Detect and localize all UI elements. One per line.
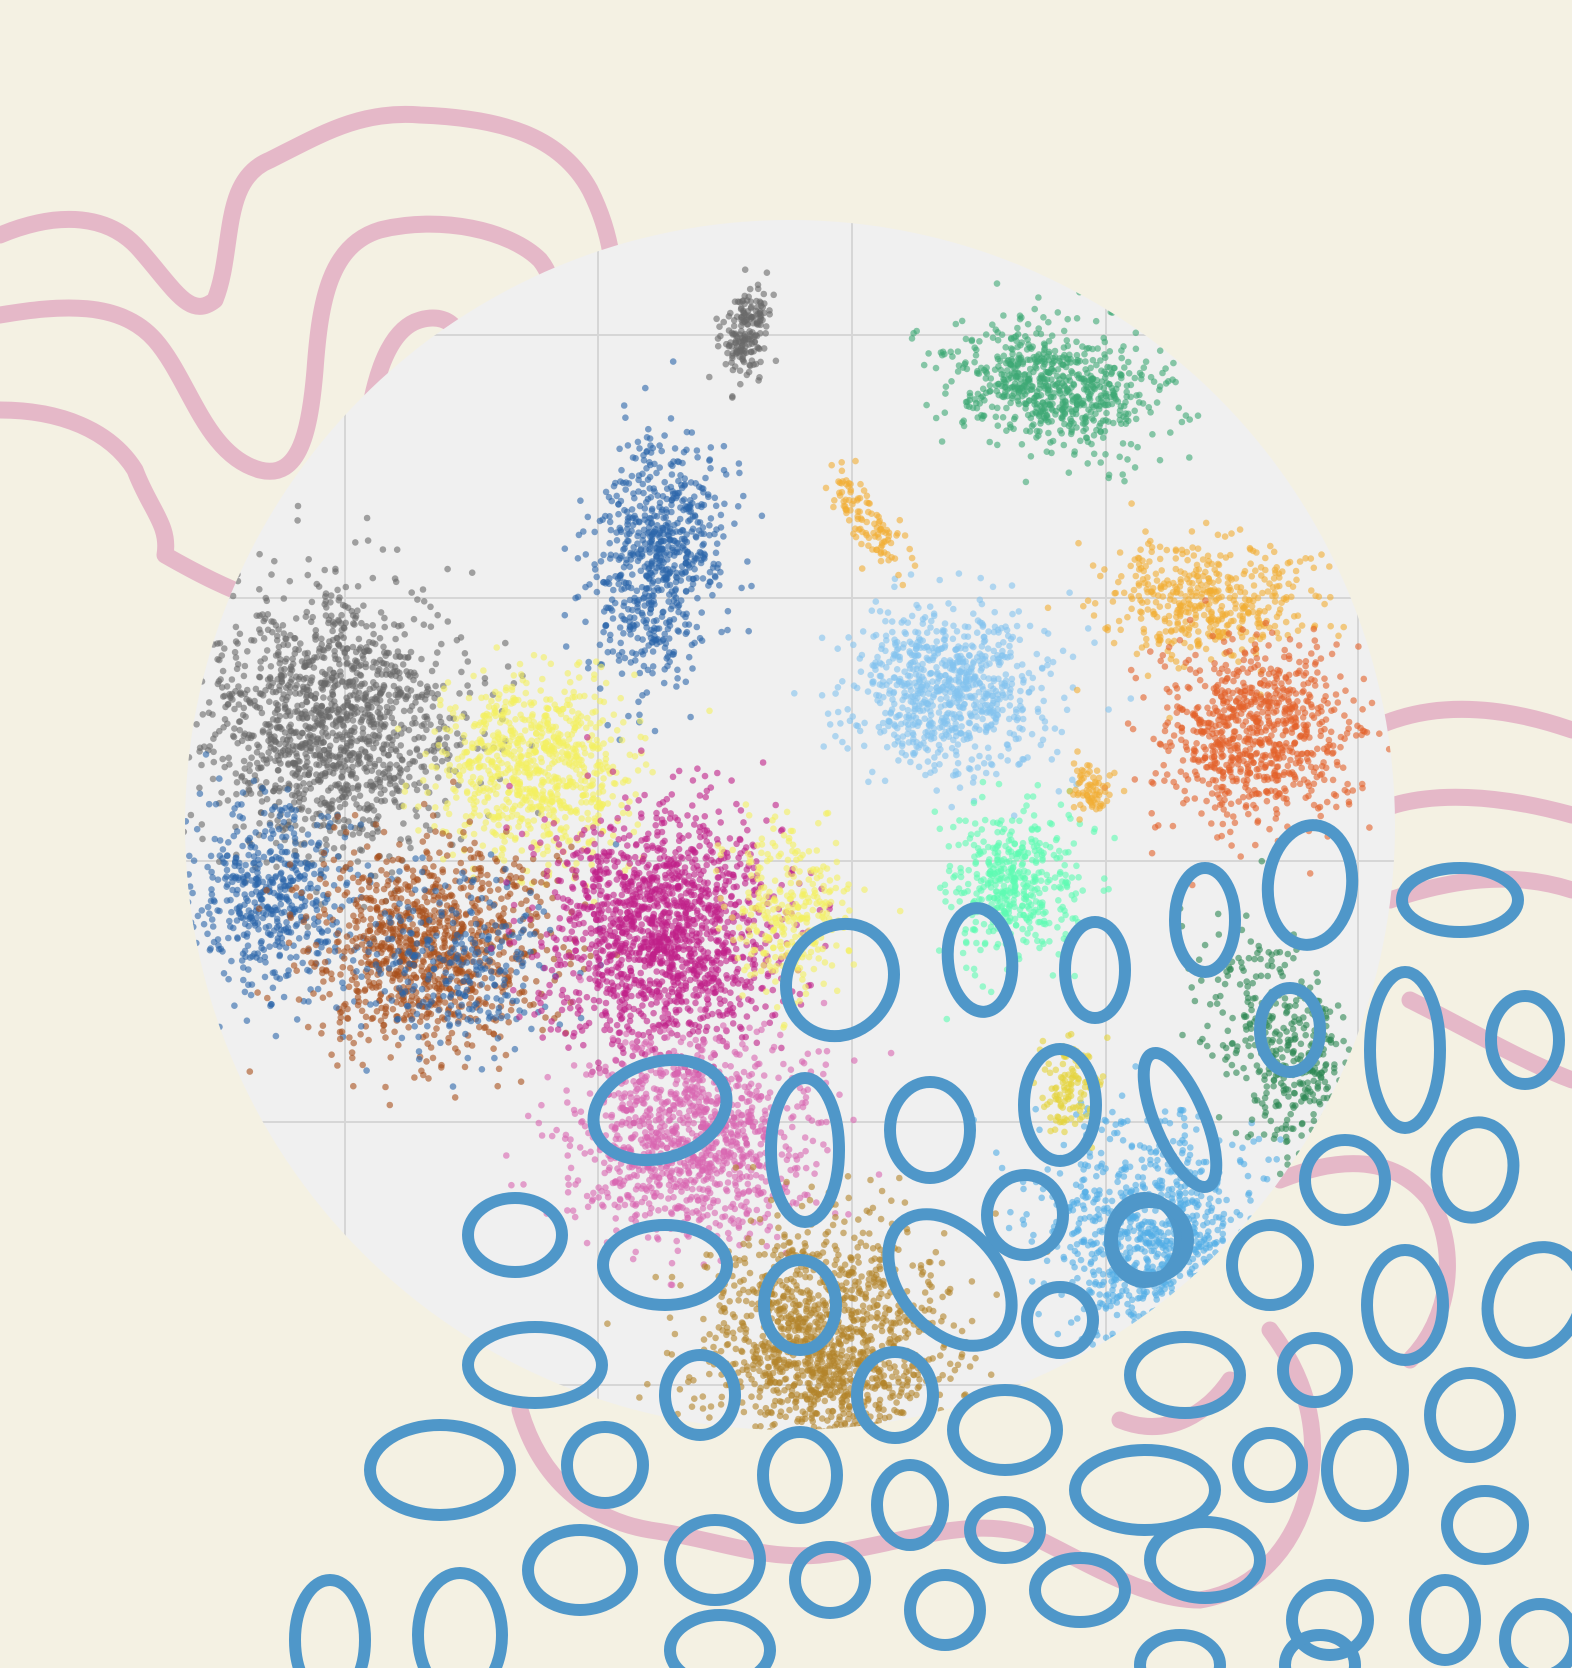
blue-ring-16: [1430, 1116, 1520, 1224]
blue-ring-41: [1321, 1418, 1409, 1522]
blue-ring-11: [765, 1072, 845, 1228]
blue-ring-5: [1261, 819, 1359, 951]
blue-ring-38: [964, 1496, 1046, 1564]
blue-ring-28: [851, 1346, 939, 1444]
blue-ring-33: [947, 1384, 1063, 1476]
pink-squiggle-3: [0, 401, 269, 609]
blue-ring-46: [1029, 1552, 1131, 1628]
blue-ring-pattern: [289, 819, 1572, 1668]
blue-ring-25: [1481, 1241, 1572, 1359]
blue-ring-10: [587, 1053, 733, 1167]
cluster-8: [487, 734, 834, 1147]
cluster-3: [185, 502, 542, 943]
pink-squiggle-5: [1361, 700, 1572, 739]
cluster-16: [1101, 597, 1393, 889]
blue-ring-30: [1124, 1331, 1246, 1419]
cluster-1: [706, 266, 780, 401]
cluster-12: [791, 570, 1135, 819]
pink-squiggle-7: [1381, 870, 1572, 909]
blue-ring-9: [1485, 990, 1565, 1090]
blue-ring-24: [1361, 1244, 1449, 1366]
cluster-14: [908, 280, 1208, 486]
cluster-15: [1044, 500, 1379, 722]
blue-ring-19: [758, 1254, 842, 1356]
pink-squiggle-10: [511, 1321, 1322, 1609]
blue-ring-20: [882, 1208, 1018, 1352]
blue-ring-14: [1137, 1046, 1223, 1194]
point-clusters: [185, 266, 1395, 1430]
blue-ring-50: [1499, 1598, 1572, 1668]
blue-ring-7: [1254, 982, 1326, 1078]
blue-ring-40: [1232, 1427, 1308, 1503]
blue-ring-57: [1106, 1196, 1194, 1284]
blue-ring-55: [1134, 1629, 1226, 1668]
cluster-2: [561, 358, 766, 744]
blue-ring-15: [1299, 1134, 1391, 1226]
blue-ring-45: [904, 1569, 986, 1651]
pink-squiggle-2: [0, 215, 563, 480]
blue-ring-56: [1279, 1629, 1361, 1668]
blue-ring-47: [1144, 1516, 1266, 1604]
blue-ring-42: [1441, 1485, 1529, 1565]
cluster-4: [185, 751, 395, 1041]
blue-ring-26: [462, 1321, 608, 1409]
blue-ring-2: [941, 902, 1019, 1018]
blue-ring-12: [884, 1076, 976, 1184]
cluster-5: [394, 644, 713, 906]
cluster-21: [1066, 748, 1128, 823]
blue-ring-27: [659, 1349, 741, 1441]
blue-ring-39: [1069, 1444, 1221, 1536]
blue-ring-21: [981, 1169, 1069, 1261]
blue-ring-54: [664, 1609, 776, 1668]
blue-ring-18: [597, 1219, 733, 1311]
blue-ring-13: [1018, 1043, 1102, 1167]
blue-ring-1: [780, 917, 900, 1043]
pink-squiggle-6: [1371, 788, 1572, 824]
blue-ring-29: [1021, 1281, 1099, 1359]
blue-ring-17: [462, 1192, 568, 1278]
blue-ring-35: [561, 1421, 649, 1509]
blue-ring-32: [1424, 1367, 1516, 1463]
blue-ring-51: [412, 1567, 508, 1668]
blue-ring-53: [522, 1524, 638, 1616]
blue-ring-43: [664, 1514, 766, 1606]
blue-ring-44: [789, 1541, 871, 1619]
blue-ring-49: [1409, 1574, 1481, 1666]
cluster-20: [822, 457, 919, 589]
blue-ring-36: [757, 1426, 843, 1524]
blue-ring-48: [1286, 1579, 1374, 1661]
blue-ring-3: [1059, 916, 1131, 1024]
pink-squiggle-1: [0, 105, 623, 339]
blue-ring-52: [289, 1574, 371, 1668]
blue-ring-31: [1277, 1332, 1353, 1408]
blue-ring-6: [1396, 862, 1524, 938]
blue-ring-34: [364, 1419, 516, 1521]
blue-ring-37: [871, 1459, 949, 1551]
blue-ring-4: [1169, 862, 1241, 978]
blue-ring-8: [1364, 966, 1446, 1134]
blue-ring-23: [1226, 1219, 1314, 1311]
